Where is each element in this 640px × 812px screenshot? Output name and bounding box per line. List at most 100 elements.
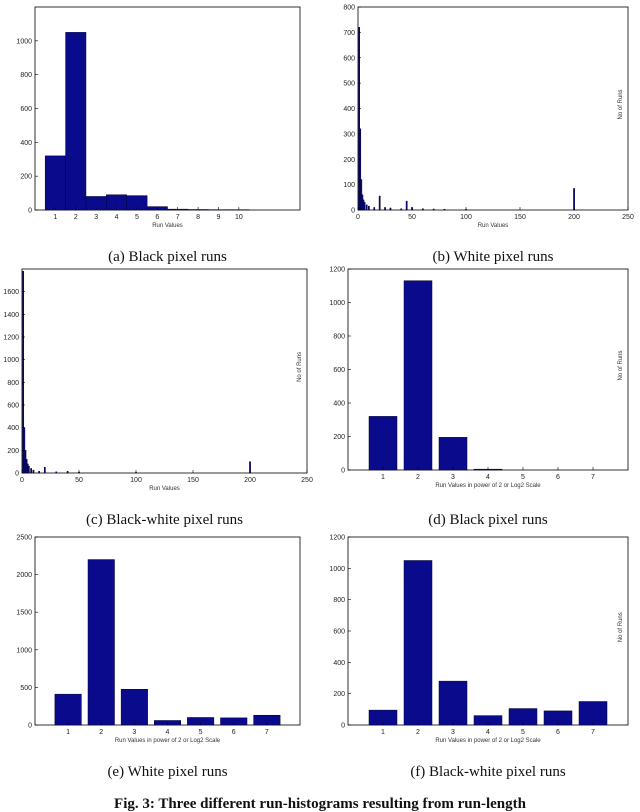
bar xyxy=(365,204,368,211)
x-axis-label: Run Values xyxy=(152,223,183,229)
x-tick-label: 8 xyxy=(196,214,200,221)
bar xyxy=(384,207,386,211)
x-tick-label: 150 xyxy=(187,477,199,484)
x-tick-label: 2 xyxy=(74,214,78,221)
y-tick-label: 600 xyxy=(20,106,32,113)
y-tick-label: 1200 xyxy=(329,535,345,542)
y-tick-label: 100 xyxy=(343,182,355,189)
y-tick-label: 400 xyxy=(333,660,345,667)
y-tick-label: 400 xyxy=(333,401,345,408)
y-axis-label: No of Runs xyxy=(618,612,624,642)
plot-frame xyxy=(34,536,301,726)
x-tick-label: 2 xyxy=(416,729,420,736)
x-tick-label: 6 xyxy=(556,474,560,481)
bar xyxy=(403,280,433,471)
x-axis-label: Run Values in power of 2 or Log2 Scale xyxy=(435,483,541,489)
y-tick-label: 200 xyxy=(343,157,355,164)
y-tick-label: 0 xyxy=(351,208,355,215)
plot-frame xyxy=(357,6,629,211)
subfigure-caption: (e) White pixel runs xyxy=(107,764,227,780)
bar xyxy=(438,680,468,726)
bar xyxy=(44,155,66,211)
y-tick-label: 400 xyxy=(343,106,355,113)
x-tick-label: 2 xyxy=(416,474,420,481)
bar xyxy=(120,689,148,726)
y-tick-label: 400 xyxy=(20,140,32,147)
x-tick-label: 5 xyxy=(521,729,525,736)
plot-frame xyxy=(21,268,308,474)
bar xyxy=(443,208,446,211)
y-tick-label: 500 xyxy=(20,685,32,692)
x-tick-label: 250 xyxy=(622,214,634,221)
y-tick-label: 1200 xyxy=(3,335,19,342)
chart-b: 0 100 200 300 400 500 600 700 800 0 50 100 150 200 250… xyxy=(343,5,634,266)
chart-c: 0 200 400 600 800 1000 1200 1400 1600 0 50 100 150 20… xyxy=(3,268,313,528)
bar xyxy=(38,471,40,474)
x-tick-label: 4 xyxy=(115,214,119,221)
x-tick-label: 150 xyxy=(514,214,526,221)
chart-f: 0 200 400 600 800 1000 1200 1 2 3 4 5 6 7 Run Values i… xyxy=(329,535,629,780)
x-tick-label: 50 xyxy=(75,477,83,484)
x-tick-label: 0 xyxy=(356,214,360,221)
y-tick-label: 1000 xyxy=(3,357,19,364)
bar xyxy=(368,205,370,211)
y-tick-label: 1000 xyxy=(329,300,345,307)
bar xyxy=(378,195,381,211)
y-tick-label: 200 xyxy=(333,691,345,698)
bar xyxy=(28,465,30,474)
bar xyxy=(400,208,403,211)
bar xyxy=(438,437,468,471)
y-tick-label: 0 xyxy=(341,723,345,730)
y-tick-label: 800 xyxy=(333,334,345,341)
y-tick-label: 300 xyxy=(343,131,355,138)
x-tick-label: 100 xyxy=(460,214,472,221)
x-tick-label: 10 xyxy=(235,214,243,221)
x-axis-label: Run Values in power of 2 or Log2 Scale xyxy=(435,738,541,744)
x-axis-label: Run Values xyxy=(478,223,509,229)
y-tick-label: 1000 xyxy=(16,38,32,45)
x-tick-label: 3 xyxy=(451,474,455,481)
x-tick-label: 5 xyxy=(135,214,139,221)
bar xyxy=(87,559,115,726)
bar xyxy=(389,207,392,211)
y-tick-label: 1200 xyxy=(329,267,345,274)
bar xyxy=(55,471,58,474)
y-tick-label: 0 xyxy=(28,723,32,730)
bar xyxy=(43,467,46,474)
y-axis-label: No of Runs xyxy=(297,352,303,382)
x-tick-label: 4 xyxy=(486,474,490,481)
bar xyxy=(422,208,424,211)
bar xyxy=(363,202,366,211)
subfigure-caption: (c) Black-white pixel runs xyxy=(86,512,243,528)
y-tick-label: 0 xyxy=(341,468,345,475)
subfigure-caption: (b) White pixel runs xyxy=(433,249,554,265)
y-tick-label: 600 xyxy=(333,367,345,374)
y-tick-label: 200 xyxy=(20,174,32,181)
bar xyxy=(54,693,82,726)
x-tick-label: 3 xyxy=(94,214,98,221)
x-tick-label: 6 xyxy=(232,729,236,736)
y-tick-label: 0 xyxy=(28,208,32,215)
y-tick-label: 1000 xyxy=(329,566,345,573)
y-tick-label: 800 xyxy=(20,72,32,79)
bar xyxy=(373,207,376,211)
bar xyxy=(578,701,608,726)
y-tick-label: 1600 xyxy=(3,289,19,296)
x-tick-label: 5 xyxy=(521,474,525,481)
x-tick-label: 7 xyxy=(591,474,595,481)
x-tick-label: 50 xyxy=(408,214,416,221)
chart-a: 0 200 400 600 800 1000 1 2 3 4 5 6 7 8 9 10 Run Values (a… xyxy=(16,6,301,265)
figure-caption: Fig. 3: Three different run-histograms r… xyxy=(114,796,527,812)
x-tick-label: 6 xyxy=(556,729,560,736)
x-tick-label: 7 xyxy=(591,729,595,736)
chart-e: 0 500 1000 1500 2000 2500 1 2 3 4 5 6 7 Run Values in… xyxy=(16,535,301,780)
plot-frame xyxy=(347,536,629,726)
x-tick-label: 3 xyxy=(132,729,136,736)
x-tick-label: 250 xyxy=(301,477,313,484)
y-tick-label: 0 xyxy=(15,471,19,478)
x-tick-label: 100 xyxy=(130,477,142,484)
chart-d: 0 200 400 600 800 1000 1200 1 2 3 4 5 6 7 Run Values i… xyxy=(329,267,629,528)
y-tick-label: 600 xyxy=(7,403,19,410)
